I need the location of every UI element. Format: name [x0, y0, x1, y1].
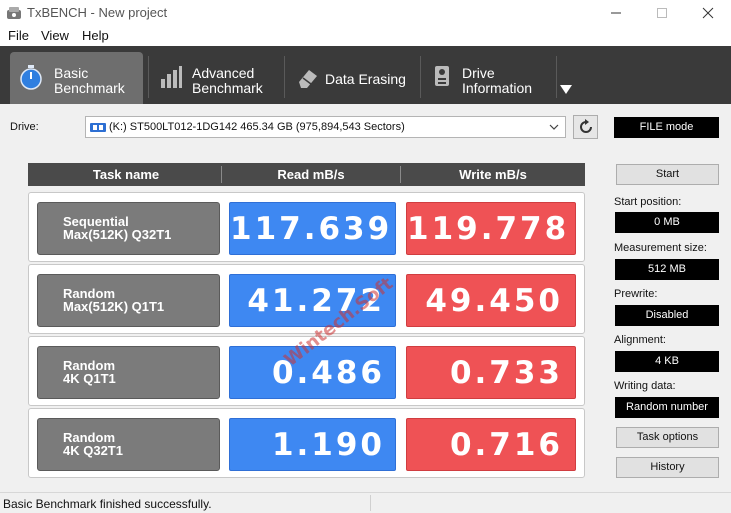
drive-select-value: (K:) ST500LT012-1DG142 465.34 GB (975,89… — [109, 121, 405, 133]
read-value: 41.272 — [229, 274, 396, 327]
tab-divider — [148, 56, 149, 98]
maximize-icon — [657, 8, 667, 18]
app-logo-icon — [7, 7, 21, 19]
main-content: Drive: (K:) ST500LT012-1DG142 465.34 GB … — [0, 104, 731, 492]
tab-divider — [556, 56, 557, 98]
read-value: 117.639 — [229, 202, 396, 255]
drive-label: Drive: — [10, 121, 39, 133]
tab-drive-information[interactable]: Drive Information — [423, 52, 553, 104]
drive-select[interactable]: (K:) ST500LT012-1DG142 465.34 GB (975,89… — [85, 116, 566, 138]
minimize-button[interactable] — [593, 0, 639, 26]
status-text: Basic Benchmark finished successfully. — [3, 497, 212, 511]
menu-file[interactable]: File — [8, 28, 29, 43]
results-header: Task name Read mB/s Write mB/s — [28, 163, 585, 186]
refresh-icon — [580, 119, 592, 133]
menu-view[interactable]: View — [41, 28, 69, 43]
bar-chart-icon — [161, 66, 182, 88]
close-icon — [702, 7, 714, 19]
maximize-button[interactable] — [639, 0, 685, 26]
minimize-icon — [611, 12, 621, 14]
read-value: 1.190 — [229, 418, 396, 471]
tab-divider — [284, 56, 285, 98]
eraser-icon — [299, 70, 317, 88]
write-value: 0.733 — [406, 346, 576, 399]
tab-divider — [420, 56, 421, 98]
start-position-value[interactable]: 0 MB — [615, 212, 719, 233]
task-options-button[interactable]: Task options — [616, 427, 719, 448]
write-value: 119.778 — [406, 202, 576, 255]
refresh-button[interactable] — [573, 115, 598, 139]
tab-drive-information-label: Drive Information — [462, 65, 533, 96]
tab-data-erasing-label: Data Erasing — [325, 71, 406, 87]
start-button[interactable]: Start — [616, 164, 719, 185]
task-button-rnd-4k-q32t1[interactable]: Random 4K Q32T1 — [37, 418, 220, 471]
prewrite-label: Prewrite: — [614, 288, 658, 300]
stopwatch-icon — [20, 65, 42, 90]
alignment-value[interactable]: 4 KB — [615, 351, 719, 372]
read-value: 0.486 — [229, 346, 396, 399]
result-row-rnd-512k-q1t1: Random Max(512K) Q1T1 41.272 49.450 — [28, 264, 585, 334]
measurement-size-label: Measurement size: — [614, 242, 707, 254]
result-row-rnd-4k-q32t1: Random 4K Q32T1 1.190 0.716 — [28, 408, 585, 478]
write-value: 0.716 — [406, 418, 576, 471]
menu-help[interactable]: Help — [82, 28, 109, 43]
close-button[interactable] — [685, 0, 731, 26]
tab-data-erasing[interactable]: Data Erasing — [287, 52, 417, 104]
header-task-name: Task name — [92, 167, 160, 182]
usb-drive-icon — [90, 123, 106, 132]
more-tabs-icon[interactable] — [560, 85, 572, 94]
writing-data-label: Writing data: — [614, 380, 676, 392]
tab-basic-benchmark[interactable]: Basic Benchmark — [10, 52, 143, 104]
header-divider — [400, 166, 401, 183]
writing-data-value[interactable]: Random number — [615, 397, 719, 418]
tab-advanced-benchmark-label: Advanced Benchmark — [192, 65, 263, 96]
header-read: Read mB/s — [277, 167, 345, 182]
header-divider — [221, 166, 222, 183]
tab-advanced-benchmark[interactable]: Advanced Benchmark — [150, 52, 280, 104]
status-divider — [370, 495, 371, 511]
history-button[interactable]: History — [616, 457, 719, 478]
write-value: 49.450 — [406, 274, 576, 327]
measurement-size-value[interactable]: 512 MB — [615, 259, 719, 280]
header-write: Write mB/s — [459, 167, 527, 182]
tab-bar: Basic Benchmark Advanced Benchmark Data … — [0, 46, 731, 104]
drive-info-icon — [435, 66, 449, 86]
task-button-rnd-4k-q1t1[interactable]: Random 4K Q1T1 — [37, 346, 220, 399]
prewrite-value[interactable]: Disabled — [615, 305, 719, 326]
task-button-seq-q32t1[interactable]: Sequential Max(512K) Q32T1 — [37, 202, 220, 255]
result-row-seq-q32t1: Sequential Max(512K) Q32T1 117.639 119.7… — [28, 192, 585, 262]
status-bar: Basic Benchmark finished successfully. — [0, 492, 731, 513]
mode-indicator: FILE mode — [614, 117, 719, 138]
alignment-label: Alignment: — [614, 334, 666, 346]
start-position-label: Start position: — [614, 196, 682, 208]
tab-basic-benchmark-label: Basic Benchmark — [54, 65, 125, 96]
chevron-down-icon — [549, 124, 559, 130]
title-bar: TxBENCH - New project — [0, 0, 731, 26]
task-button-rnd-512k-q1t1[interactable]: Random Max(512K) Q1T1 — [37, 274, 220, 327]
window-title: TxBENCH - New project — [27, 5, 168, 20]
menu-bar: File View Help — [0, 26, 731, 46]
result-row-rnd-4k-q1t1: Random 4K Q1T1 0.486 0.733 — [28, 336, 585, 406]
